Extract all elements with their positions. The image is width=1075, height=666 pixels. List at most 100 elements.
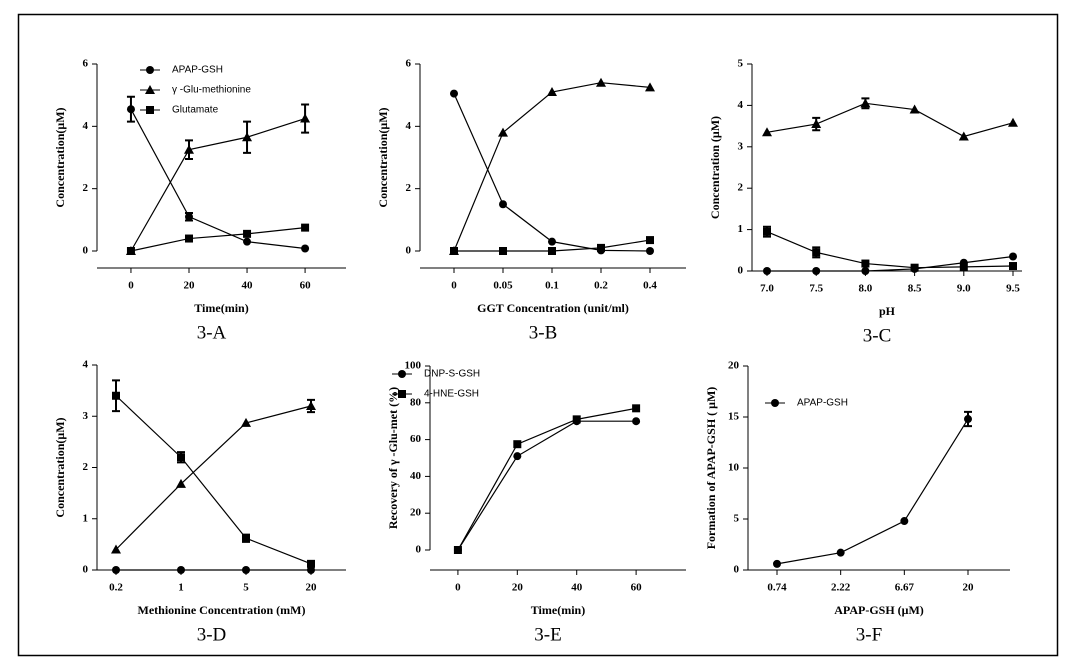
data-point [184,212,193,221]
data-point [1008,117,1018,127]
y-axis-label: Formation of APAP-GSH ( μM) [704,387,718,550]
series-line [453,82,651,252]
y-tick-label: 4 [83,359,89,371]
y-tick-label: 0 [416,544,422,556]
data-point [632,404,641,413]
data-point [453,546,462,554]
panel-label: 3-B [529,322,558,343]
y-axis-label: Concentration(μM) [376,107,390,207]
data-point [300,113,311,123]
x-tick-label: 60 [631,582,643,594]
x-axis-label: Time(min) [531,603,585,617]
x-tick-label: 0 [451,280,457,292]
data-point [184,234,193,243]
y-tick-label: 0 [83,564,89,576]
data-point [596,77,606,87]
data-point [811,119,822,129]
x-tick-label: 20 [512,582,524,594]
data-point [183,144,194,154]
series-line [130,108,306,250]
y-tick-label: 2 [406,182,412,194]
series-line [766,231,1014,269]
data-point [176,478,186,488]
data-point [548,237,556,246]
y-tick-label: 4 [406,120,412,132]
data-point [243,237,252,246]
data-point [499,200,507,209]
legend-label: Glutamate [172,105,219,116]
legend-marker [398,370,406,378]
data-point [126,105,135,114]
data-point [812,267,821,275]
data-point [646,247,654,255]
y-axis-label: Concentration(μM) [53,107,67,207]
y-tick-label: 2 [83,461,89,473]
y-tick-label: 0 [738,265,744,277]
x-axis-label: Time(min) [194,301,248,315]
legend-label: 4-HNE-GSH [424,389,479,400]
series-line [115,405,312,550]
x-tick-label: 0.05 [493,280,513,292]
data-point [547,87,557,97]
legend-marker [771,399,779,407]
x-tick-label: 0 [128,280,134,292]
data-point [499,247,507,255]
data-point [241,417,251,427]
legend-label: DNP-S-GSH [424,369,480,380]
data-point [111,544,121,554]
y-tick-label: 80 [410,396,422,408]
data-point [306,401,316,410]
data-point [177,566,185,574]
x-tick-label: 8.5 [908,283,922,295]
data-point [1009,262,1017,271]
y-tick-label: 0 [734,564,740,576]
y-tick-label: 5 [738,58,744,70]
panel-label: 3-C [863,325,892,346]
y-tick-label: 0 [83,245,89,257]
y-tick-label: 1 [83,512,89,524]
x-tick-label: 9.5 [1006,283,1020,295]
data-point [645,82,655,92]
data-point [1009,252,1017,261]
x-tick-label: 60 [300,280,312,292]
data-point [597,243,605,252]
data-point [301,244,310,253]
data-point [513,452,522,461]
y-tick-label: 3 [83,410,89,422]
y-tick-label: 20 [728,360,740,372]
data-point [632,417,641,426]
x-tick-label: 7.0 [760,283,774,295]
x-tick-label: 40 [571,582,583,594]
data-point [112,566,120,574]
data-point [860,98,871,108]
panel-label: 3-F [856,624,882,645]
y-axis-label: Concentration (μM) [708,116,722,219]
data-point [861,259,870,268]
x-tick-label: 0.74 [767,582,787,594]
data-point [964,415,972,424]
data-point [646,236,654,245]
series-line [766,102,1014,138]
y-tick-label: 5 [734,513,740,525]
data-point [242,534,250,543]
x-axis-label: pH [879,304,896,318]
data-point [242,132,253,142]
x-tick-label: 9.0 [957,283,971,295]
panel-label: 3-D [197,624,227,645]
data-point [958,131,969,141]
data-point [243,229,252,238]
y-tick-label: 40 [410,470,422,482]
y-axis-label: Recovery of γ -Glu-met (%) [386,387,400,529]
x-tick-label: 0.2 [594,280,608,292]
legend-marker [145,85,155,94]
data-point [242,566,250,574]
data-point [900,517,909,526]
data-point [307,566,315,574]
x-tick-label: 40 [242,280,254,292]
data-point [450,89,458,98]
data-point [773,559,781,568]
x-tick-label: 8.0 [859,283,873,295]
y-tick-label: 6 [406,58,412,70]
y-tick-label: 2 [83,182,89,194]
y-tick-label: 0 [406,245,412,257]
